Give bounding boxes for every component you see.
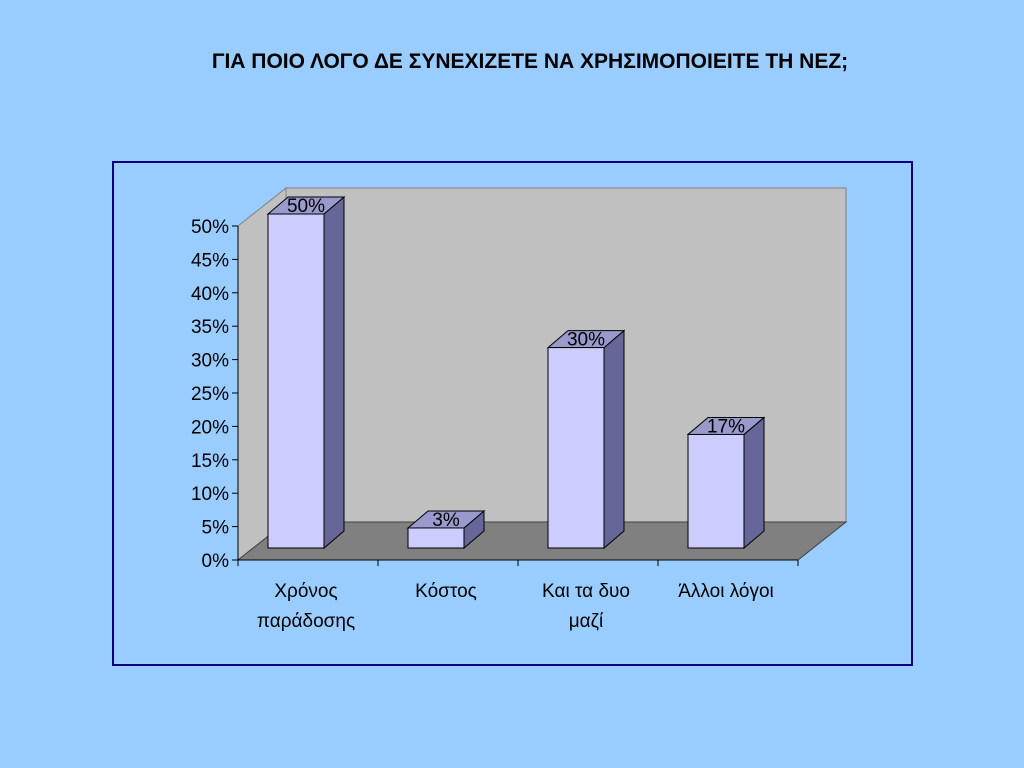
- y-tick-label: 20%: [191, 417, 229, 438]
- bar-side: [323, 195, 345, 550]
- data-label: 50%: [287, 196, 325, 217]
- bar-side: [603, 329, 625, 550]
- bar: [687, 433, 745, 549]
- category-label: Κόστος: [415, 581, 477, 602]
- y-tick-label: 15%: [191, 451, 229, 472]
- y-tick-label: 40%: [191, 284, 229, 305]
- bar: [407, 527, 465, 549]
- bar-side: [743, 416, 765, 550]
- category-label: Και τα δυο: [542, 581, 630, 602]
- bar: [547, 347, 605, 549]
- data-label: 17%: [707, 416, 745, 437]
- category-label: παράδοσης: [257, 611, 355, 632]
- data-label: 30%: [567, 330, 605, 351]
- y-tick-label: 25%: [191, 384, 229, 405]
- y-tick-label: 10%: [191, 484, 229, 505]
- category-label: Άλλοι λόγοι: [678, 581, 774, 602]
- category-label: Χρόνος: [274, 581, 337, 602]
- slide-title: ΓΙΑ ΠΟΙΟ ΛΟΓΟ ΔΕ ΣΥΝΕΧΙΖΕΤΕ ΝΑ ΧΡΗΣΙΜΟΠΟ…: [211, 50, 849, 73]
- y-tick-label: 0%: [202, 551, 230, 572]
- y-tick-label: 5%: [202, 518, 230, 539]
- data-label: 3%: [432, 510, 460, 531]
- y-tick-label: 35%: [191, 317, 229, 338]
- y-tick-label: 45%: [191, 250, 229, 271]
- category-label: μαζί: [569, 611, 604, 632]
- y-tick-label: 50%: [191, 217, 229, 238]
- y-tick-label: 30%: [191, 351, 229, 372]
- bar: [267, 213, 325, 549]
